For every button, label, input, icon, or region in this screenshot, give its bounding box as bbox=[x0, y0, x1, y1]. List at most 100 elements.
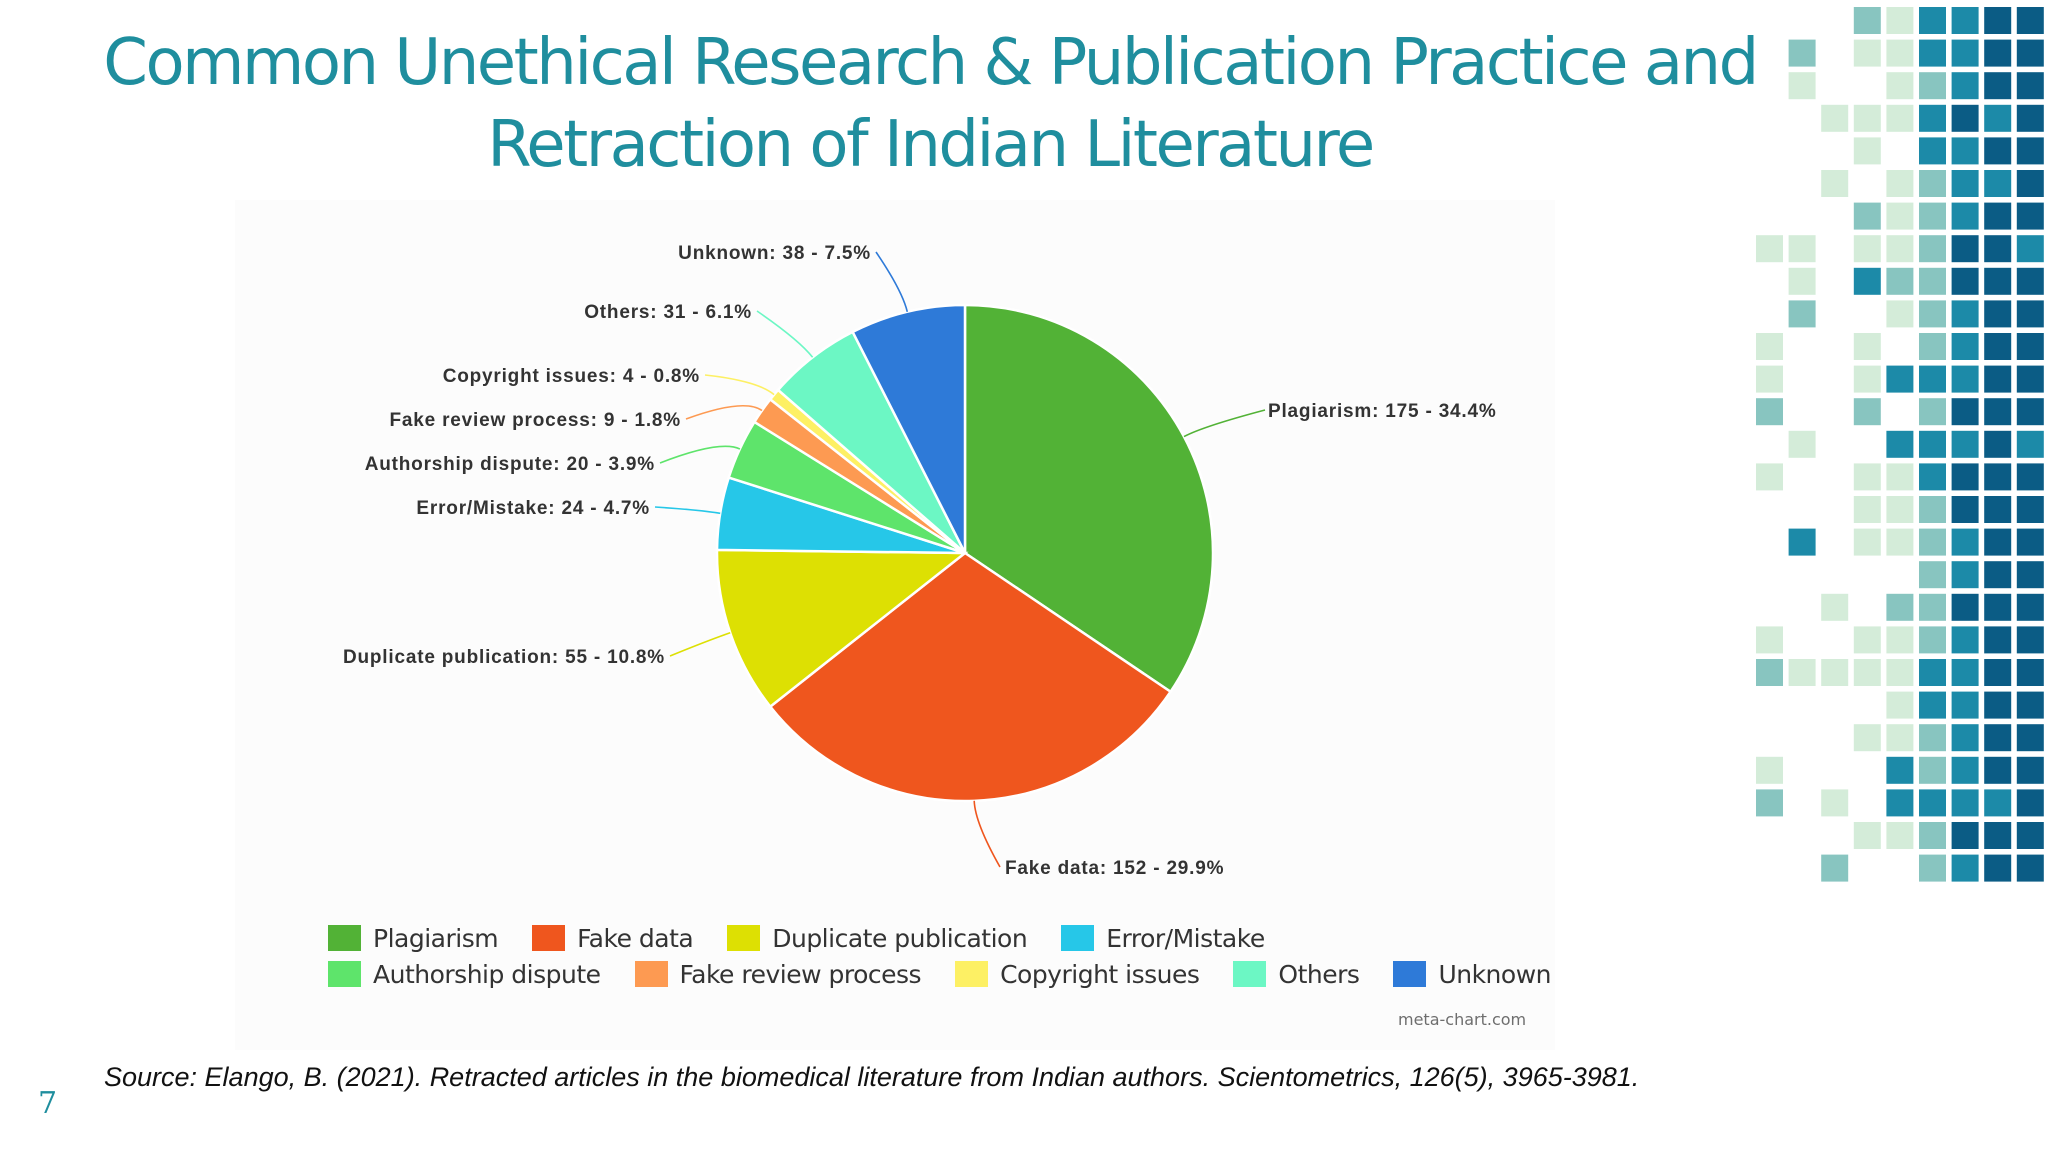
legend-label: Duplicate publication bbox=[772, 923, 1028, 953]
decor-tile bbox=[1951, 496, 1979, 523]
decor-tile bbox=[1853, 267, 1881, 295]
decor-tile bbox=[1821, 593, 1849, 621]
legend-item-copyright-issues: Copyright issues bbox=[955, 960, 1200, 989]
decor-tile bbox=[1951, 137, 1979, 165]
legend-item-duplicate-publication: Duplicate publication bbox=[727, 923, 1028, 953]
decor-tile bbox=[1919, 463, 1946, 491]
decor-tile bbox=[2016, 691, 2044, 719]
decor-tile bbox=[2016, 398, 2044, 426]
legend-item-others: Others bbox=[1233, 959, 1360, 989]
decor-tile bbox=[1756, 333, 1783, 360]
legend-item-plagiarism: Plagiarism bbox=[328, 923, 499, 953]
legend-swatch bbox=[328, 925, 361, 951]
legend-swatch bbox=[1233, 961, 1267, 987]
decor-tile bbox=[1984, 822, 2012, 849]
watermark: meta-chart.com bbox=[1398, 1010, 1527, 1029]
decor-tile bbox=[1886, 659, 1914, 686]
decor-tile bbox=[2016, 170, 2044, 197]
decor-tile bbox=[1919, 137, 1946, 165]
decor-tile bbox=[1984, 626, 2012, 654]
decor-tile bbox=[2016, 854, 2044, 882]
decor-tile bbox=[2016, 561, 2044, 589]
decor-tile bbox=[1984, 137, 2012, 165]
decor-tile bbox=[1984, 365, 2012, 393]
leader-line-error-mistake bbox=[654, 506, 721, 515]
decor-tile bbox=[1853, 724, 1881, 752]
decor-tile bbox=[1951, 789, 1979, 817]
decor-tile bbox=[1951, 854, 1979, 882]
decor-tile bbox=[1951, 463, 1979, 491]
leader-line-fake-review-process bbox=[685, 404, 763, 420]
data-label-others: Others: 31 - 6.1% bbox=[584, 302, 752, 323]
legend-swatch bbox=[1061, 925, 1095, 951]
decor-tile bbox=[1951, 659, 1979, 686]
decor-tile bbox=[1984, 39, 2012, 67]
decor-tile bbox=[1919, 691, 1946, 719]
decor-tile bbox=[1756, 756, 1783, 784]
data-label-authorship-dispute: Authorship dispute: 20 - 3.9% bbox=[365, 454, 655, 475]
decor-tile bbox=[1756, 365, 1783, 393]
legend-swatch bbox=[634, 961, 668, 987]
decor-tile bbox=[1984, 398, 2012, 426]
decor-tile bbox=[1951, 235, 1979, 263]
decor-tile bbox=[1919, 430, 1946, 458]
decor-tile bbox=[1919, 398, 1946, 426]
decor-tile bbox=[1984, 202, 2012, 230]
decor-tile bbox=[1756, 626, 1783, 654]
legend-swatch bbox=[532, 925, 566, 951]
decor-tile bbox=[1919, 528, 1946, 556]
decor-tile bbox=[1951, 333, 1979, 360]
decor-tile bbox=[1853, 822, 1881, 849]
decor-tile bbox=[1984, 789, 2012, 817]
decor-tile bbox=[1788, 267, 1816, 295]
decor-tile bbox=[1951, 202, 1979, 230]
decor-tile bbox=[1984, 463, 2012, 491]
legend-item-unknown: Unknown bbox=[1393, 960, 1551, 989]
decor-tile bbox=[1984, 333, 2012, 360]
decor-tile bbox=[1951, 626, 1979, 654]
chart-legend: Plagiarism Fake data Duplicate publication… bbox=[328, 920, 1578, 992]
decor-tile bbox=[2016, 789, 2044, 817]
decor-tile bbox=[1951, 398, 1979, 426]
decor-tile bbox=[1853, 626, 1881, 654]
decor-tile bbox=[1886, 365, 1914, 393]
decor-tile bbox=[1984, 72, 2012, 100]
decor-tile bbox=[1756, 659, 1783, 686]
decor-tile bbox=[1886, 593, 1914, 621]
decor-tile bbox=[1821, 659, 1849, 686]
decor-tile bbox=[1886, 72, 1914, 100]
legend-label: Others bbox=[1278, 959, 1360, 989]
data-label-copyright-issues: Copyright issues: 4 - 0.8% bbox=[443, 366, 700, 387]
legend-label: Plagiarism bbox=[373, 923, 499, 953]
decor-tile bbox=[1886, 104, 1914, 132]
decor-tile bbox=[1984, 7, 2012, 34]
decor-tile bbox=[2016, 235, 2044, 263]
decor-tile bbox=[1919, 202, 1946, 230]
decor-tile bbox=[1853, 659, 1881, 686]
decor-tile bbox=[1919, 39, 1946, 67]
decor-tile bbox=[1984, 300, 2012, 328]
decor-tile bbox=[1919, 724, 1946, 752]
leader-line-fake-data bbox=[973, 800, 1001, 868]
decor-tile bbox=[1886, 170, 1914, 197]
decor-tile bbox=[1853, 235, 1881, 263]
decor-tile bbox=[1951, 822, 1979, 849]
decor-tile bbox=[2016, 7, 2044, 34]
legend-swatch bbox=[955, 961, 989, 987]
legend-label: Fake data bbox=[577, 923, 694, 953]
decor-tile bbox=[1984, 756, 2012, 784]
decor-tile bbox=[1919, 789, 1946, 817]
decor-tile bbox=[1853, 39, 1881, 67]
decor-tile bbox=[1886, 267, 1914, 295]
decor-tile bbox=[1853, 7, 1881, 34]
decor-tile bbox=[1951, 528, 1979, 556]
decor-tile bbox=[1984, 854, 2012, 882]
decor-tile bbox=[1951, 691, 1979, 719]
decor-tile bbox=[1853, 496, 1881, 523]
decor-tile bbox=[1886, 626, 1914, 654]
decor-tile bbox=[1853, 137, 1881, 165]
decor-tile bbox=[1984, 528, 2012, 556]
decor-tile bbox=[2016, 822, 2044, 849]
decor-tile bbox=[1919, 756, 1946, 784]
decor-tile bbox=[1951, 593, 1979, 621]
